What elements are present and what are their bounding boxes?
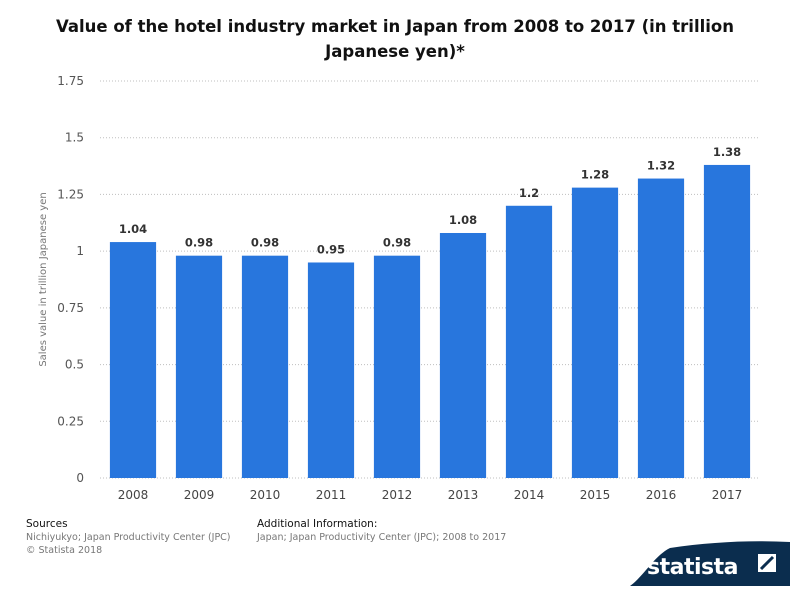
data-label: 1.28 <box>581 168 609 182</box>
data-label: 1.08 <box>449 213 477 227</box>
y-tick-label: 0.75 <box>57 301 84 315</box>
bar-chart: 0 0.25 0.5 0.75 1 1.25 1.5 1.75 Sales value in t… <box>38 74 760 502</box>
y-tick-label: 0.5 <box>65 358 84 372</box>
logo-background <box>630 541 790 586</box>
x-tick-label: 2011 <box>316 488 347 502</box>
bar[interactable] <box>109 242 157 478</box>
bar[interactable] <box>571 187 619 478</box>
y-tick-label: 0 <box>76 471 84 485</box>
data-label: 0.98 <box>185 236 213 250</box>
bar[interactable] <box>241 255 289 478</box>
chart-title: Value of the hotel industry market in Ja… <box>55 17 734 61</box>
y-axis-label: Sales value in trillion Japanese yen <box>38 192 49 366</box>
data-label: 0.95 <box>317 242 345 256</box>
y-tick-label: 1.5 <box>65 131 84 145</box>
bar[interactable] <box>439 232 487 478</box>
x-tick-label: 2009 <box>184 488 215 502</box>
data-label: 1.2 <box>519 186 539 200</box>
x-tick-label: 2015 <box>580 488 611 502</box>
x-tick-label: 2008 <box>118 488 149 502</box>
x-tick-label: 2010 <box>250 488 281 502</box>
x-tick-label: 2012 <box>382 488 413 502</box>
statista-logo[interactable]: statista <box>630 538 790 586</box>
bar[interactable] <box>703 164 751 479</box>
y-tick-label: 1 <box>76 244 84 258</box>
y-tick-label: 1.75 <box>57 74 84 88</box>
data-label: 1.38 <box>713 145 741 159</box>
additional-info-block: Additional Information: Japan; Japan Pro… <box>257 518 506 544</box>
additional-info-line: Japan; Japan Productivity Center (JPC); … <box>257 532 507 543</box>
bar[interactable] <box>175 255 223 478</box>
bar[interactable] <box>505 205 553 478</box>
copyright-line: © Statista 2018 <box>26 545 103 556</box>
y-tick-label: 1.25 <box>57 187 84 201</box>
x-tick-label: 2014 <box>514 488 545 502</box>
sources-line[interactable]: Nichiyukyo; Japan Productivity Center (J… <box>26 532 231 543</box>
y-tick-label: 0.25 <box>57 414 84 428</box>
sources-block: Sources Nichiyukyo; Japan Productivity C… <box>26 518 231 557</box>
x-tick-label: 2016 <box>646 488 677 502</box>
bar[interactable] <box>637 178 685 478</box>
data-label: 1.32 <box>647 159 675 173</box>
x-tick-label: 2013 <box>448 488 479 502</box>
bar[interactable] <box>373 255 421 478</box>
logo-text: statista <box>647 555 738 580</box>
data-label: 0.98 <box>251 236 279 250</box>
x-tick-label: 2017 <box>712 488 743 502</box>
data-label: 0.98 <box>383 236 411 250</box>
sources-heading: Sources <box>26 518 68 530</box>
bar[interactable] <box>307 262 355 478</box>
additional-info-heading: Additional Information: <box>257 518 378 530</box>
data-label: 1.04 <box>119 222 147 236</box>
